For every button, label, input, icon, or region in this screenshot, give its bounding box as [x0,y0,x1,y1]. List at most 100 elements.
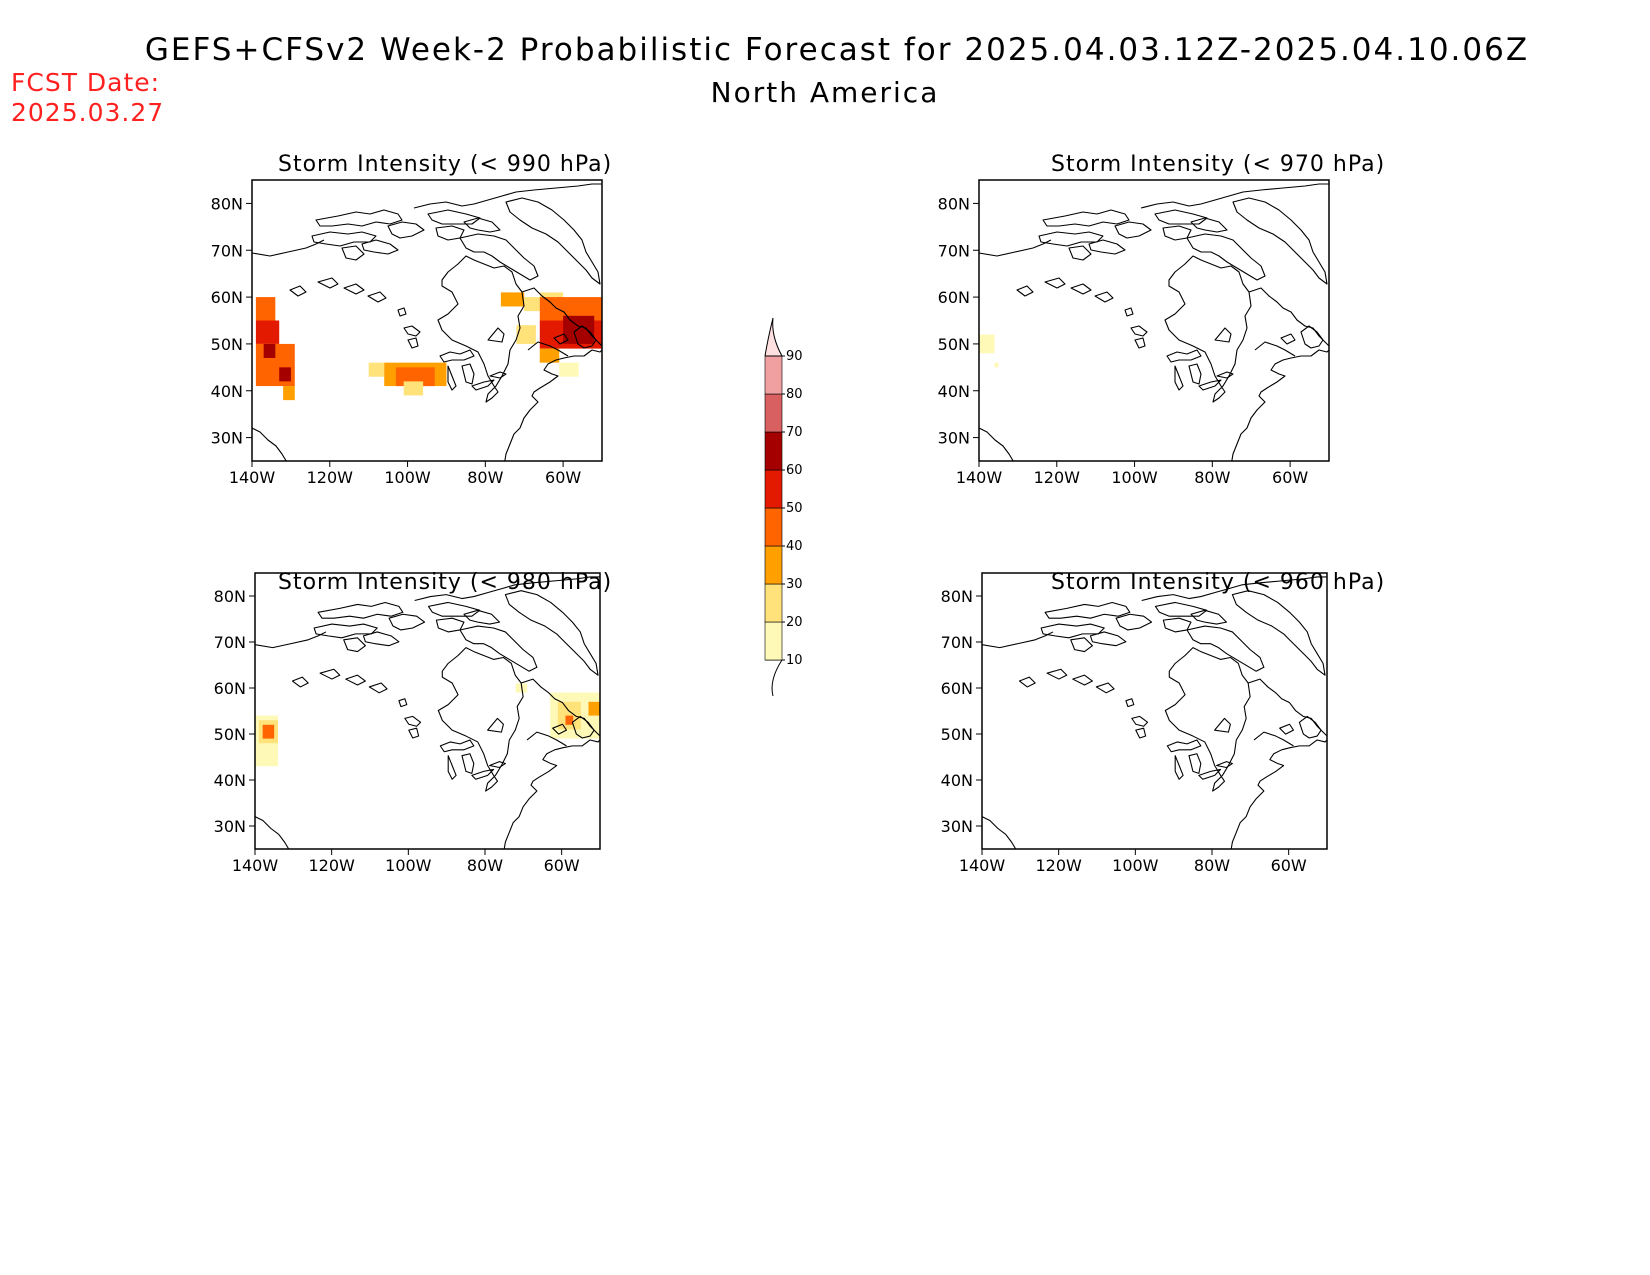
lon-tick-label: 140W [956,468,1003,487]
panel-title-960: Storm Intensity (< 960 hPa) [1051,570,1386,595]
subtitle: North America [710,76,940,109]
colorbar: 10 20 30 40 50 60 70 80 90 [764,317,803,697]
lon-tick-label: 100W [385,856,432,875]
colorbar-label: 10 [786,653,803,668]
probability-shading [979,334,999,368]
lat-tick-label: 30N [211,429,243,448]
lon-tick-label: 100W [384,468,431,487]
colorbar-label: 60 [786,463,803,478]
lat-tick-label: 40N [941,771,973,790]
probability-cell [994,362,999,368]
probability-cell [368,362,385,377]
lat-tick-label: 40N [938,382,970,401]
lon-tick-label: 80W [467,468,503,487]
lon-tick-label: 120W [1035,856,1082,875]
lon-tick-label: 140W [232,856,279,875]
probability-cell [539,297,602,321]
fcst-date-value: 2025.03.27 [11,98,165,127]
lon-tick-label: 120W [1034,468,1081,487]
colorbar-segment [764,355,783,395]
map-frame [978,179,1330,462]
lat-tick-label: 50N [941,725,973,744]
lat-tick-label: 80N [941,587,973,606]
panel-title-970: Storm Intensity (< 970 hPa) [1051,152,1386,177]
lat-tick-label: 40N [211,382,243,401]
colorbar-label: 30 [786,577,803,592]
lon-tick-label: 120W [307,468,354,487]
colorbar-segment [764,583,783,623]
lon-tick-label: 60W [1272,468,1308,487]
lat-tick-label: 70N [941,633,973,652]
map-frame [251,179,603,462]
fcst-date-label: FCST Date: [11,68,161,97]
colorbar-label: 40 [786,539,803,554]
lon-tick-label: 80W [1194,856,1230,875]
probability-cell [559,362,579,377]
lat-tick-label: 80N [214,587,246,606]
colorbar-segment [764,545,783,585]
probability-cell [283,386,295,401]
lat-tick-label: 60N [938,288,970,307]
lat-tick-label: 60N [214,679,246,698]
colorbar-label: 70 [786,425,803,440]
probability-cell [979,334,995,354]
lon-tick-label: 80W [1194,468,1230,487]
map-p990: 80N 70N 60N 50N 40N 30N 140W 120W 100W 80W 60W [211,179,603,487]
map-frame [981,572,1328,850]
coastline [255,576,600,849]
lon-tick-label: 100W [1112,856,1159,875]
panel-title-990: Storm Intensity (< 990 hPa) [278,152,613,177]
lat-tick-label: 50N [938,335,970,354]
lat-tick-label: 30N [941,817,973,836]
lat-tick-label: 80N [938,194,970,213]
lat-tick-label: 30N [214,817,246,836]
lat-tick-label: 80N [211,194,243,213]
lat-tick-label: 50N [214,725,246,744]
probability-cell [279,367,291,382]
probability-cell [539,348,560,363]
lat-tick-label: 60N [211,288,243,307]
probability-cell [524,297,540,312]
probability-cell [255,297,276,321]
coastline [979,183,1329,461]
lon-tick-label: 60W [545,468,581,487]
lat-tick-label: 60N [941,679,973,698]
probability-cell [262,724,275,739]
lon-tick-label: 60W [544,856,580,875]
probability-cell [563,315,595,344]
colorbar-segment [764,507,783,547]
main-title: GEFS+CFSv2 Week-2 Probabilistic Forecast… [144,32,1530,68]
lat-tick-label: 50N [211,335,243,354]
map-frame [254,572,601,850]
probability-cell [500,292,525,307]
lat-tick-label: 70N [214,633,246,652]
colorbar-segment [764,431,783,471]
probability-cell [588,701,600,716]
probability-cell [255,320,280,344]
panel-title-980: Storm Intensity (< 980 hPa) [278,570,613,595]
probability-cell [403,381,424,396]
probability-cell [263,343,276,358]
coastline [252,183,602,461]
probability-cell [516,325,536,344]
lon-tick-label: 100W [1111,468,1158,487]
lon-tick-label: 140W [229,468,276,487]
colorbar-label: 20 [786,615,803,630]
colorbar-segment [764,621,783,661]
colorbar-label: 80 [786,387,803,402]
colorbar-top-tip [764,317,783,357]
map-p970: 80N 70N 60N 50N 40N 30N 140W 120W 100W 80W 60W [938,179,1330,487]
lat-tick-label: 30N [938,429,970,448]
lat-tick-label: 40N [214,771,246,790]
coastline [982,576,1327,849]
probability-shading [255,683,600,767]
colorbar-label: 50 [786,501,803,516]
colorbar-segment [764,393,783,433]
lon-tick-label: 80W [467,856,503,875]
probability-cell [565,715,574,725]
colorbar-bottom-tip [765,659,783,697]
lon-tick-label: 60W [1271,856,1307,875]
lat-tick-label: 70N [211,241,243,260]
map-p960: 80N 70N 60N 50N 40N 30N 140W 120W 100W 80W 60W [941,572,1328,875]
